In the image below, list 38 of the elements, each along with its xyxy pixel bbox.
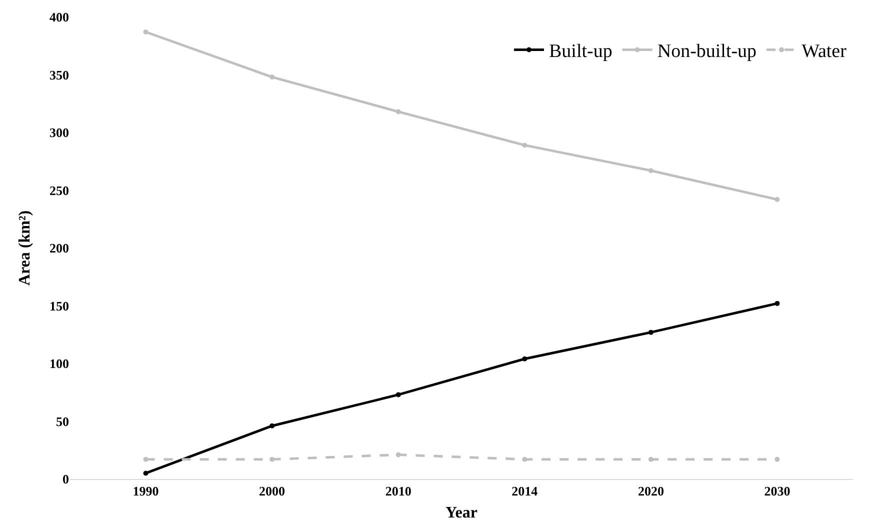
point [648, 168, 654, 174]
point [270, 74, 275, 80]
point [396, 109, 401, 114]
y-tick-label: 400 [50, 10, 69, 25]
point [270, 456, 275, 462]
point [648, 456, 654, 462]
legend-label: Water [802, 41, 848, 62]
y-tick-label: 250 [50, 182, 69, 198]
y-tick-label: 150 [50, 298, 69, 314]
x-tick-label: 2020 [638, 484, 664, 499]
x-tick-label: 2000 [259, 484, 286, 499]
point [396, 392, 401, 398]
point [143, 30, 148, 35]
legend-label: Built-up [549, 41, 612, 62]
y-tick-label: 100 [50, 356, 69, 372]
point [774, 300, 780, 306]
y-tick-label: 200 [50, 240, 69, 256]
point [648, 330, 654, 335]
point [396, 452, 401, 458]
x-axis-title: Year [446, 504, 478, 522]
y-tick-label: 0 [62, 472, 69, 487]
point [522, 456, 528, 462]
y-tick-label: 50 [56, 414, 69, 429]
point [522, 142, 528, 148]
x-tick-label: 1990 [132, 484, 159, 499]
point [143, 470, 148, 476]
point [774, 456, 780, 462]
y-tick-label: 350 [50, 67, 69, 82]
legend-label: Non-built-up [657, 41, 757, 62]
x-tick-label: 2010 [385, 484, 412, 499]
point [143, 456, 148, 462]
y-axis-title: Area (km²) [16, 210, 34, 286]
x-tick-label: 2030 [764, 484, 790, 499]
point [774, 196, 780, 202]
y-tick-label: 300 [50, 125, 69, 140]
x-tick-label: 2014 [512, 484, 538, 499]
point [522, 356, 528, 362]
point [270, 423, 275, 428]
